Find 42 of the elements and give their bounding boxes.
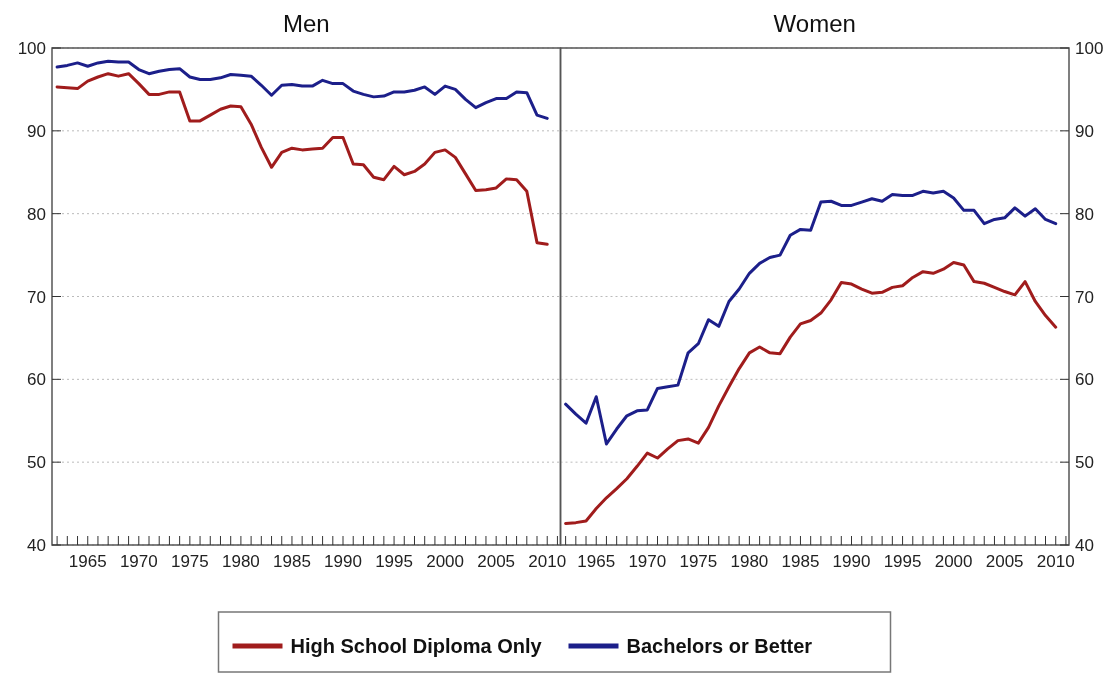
x-tick-label: 1970 xyxy=(119,552,158,571)
x-tick-label: 2005 xyxy=(985,552,1024,571)
x-tick-label: 1970 xyxy=(628,552,667,571)
y-tick-label: 90 xyxy=(27,121,46,141)
y-tick-label: 100 xyxy=(1075,39,1104,58)
x-tick-label: 2010 xyxy=(528,552,567,571)
x-tick-label: 1995 xyxy=(375,552,413,571)
y-tick-label: 80 xyxy=(1075,204,1094,224)
y-tick-label: 60 xyxy=(1075,370,1094,390)
x-tick-label: 1980 xyxy=(221,552,260,571)
y-tick-label: 70 xyxy=(27,287,46,307)
line-series xyxy=(55,72,549,246)
x-tick-label: 2005 xyxy=(477,552,516,571)
x-tick-label: 1965 xyxy=(68,552,107,571)
line-series xyxy=(564,261,1058,525)
x-tick-label: 2010 xyxy=(1036,552,1075,571)
line-series xyxy=(564,189,1058,446)
y-tick-label: 60 xyxy=(27,370,46,390)
y-tick-label: 40 xyxy=(27,536,46,555)
y-tick-label: 50 xyxy=(27,453,46,473)
chart-title: Women xyxy=(773,10,856,37)
y-tick-label: 40 xyxy=(1075,536,1094,555)
x-tick-label: 1965 xyxy=(577,552,616,571)
y-tick-label: 90 xyxy=(1075,121,1094,141)
x-tick-label: 1975 xyxy=(679,552,718,571)
x-tick-label: 1985 xyxy=(273,552,311,571)
x-tick-label: 1980 xyxy=(730,552,769,571)
x-tick-label: 1990 xyxy=(324,552,362,571)
legend-label: High School Diploma Only xyxy=(290,635,543,657)
x-tick-label: 1995 xyxy=(883,552,922,571)
x-tick-label: 2000 xyxy=(426,552,465,571)
chart-title: Men xyxy=(282,10,330,37)
y-tick-label: 50 xyxy=(1075,453,1094,473)
x-tick-label: 2000 xyxy=(934,552,973,571)
x-tick-label: 1985 xyxy=(781,552,820,571)
y-tick-label: 100 xyxy=(17,39,46,58)
y-tick-label: 80 xyxy=(27,204,46,224)
legend-label: Bachelors or Better xyxy=(626,635,813,657)
y-tick-label: 70 xyxy=(1075,287,1094,307)
line-series xyxy=(55,59,549,120)
x-tick-label: 1990 xyxy=(832,552,871,571)
x-tick-label: 1975 xyxy=(170,552,209,571)
